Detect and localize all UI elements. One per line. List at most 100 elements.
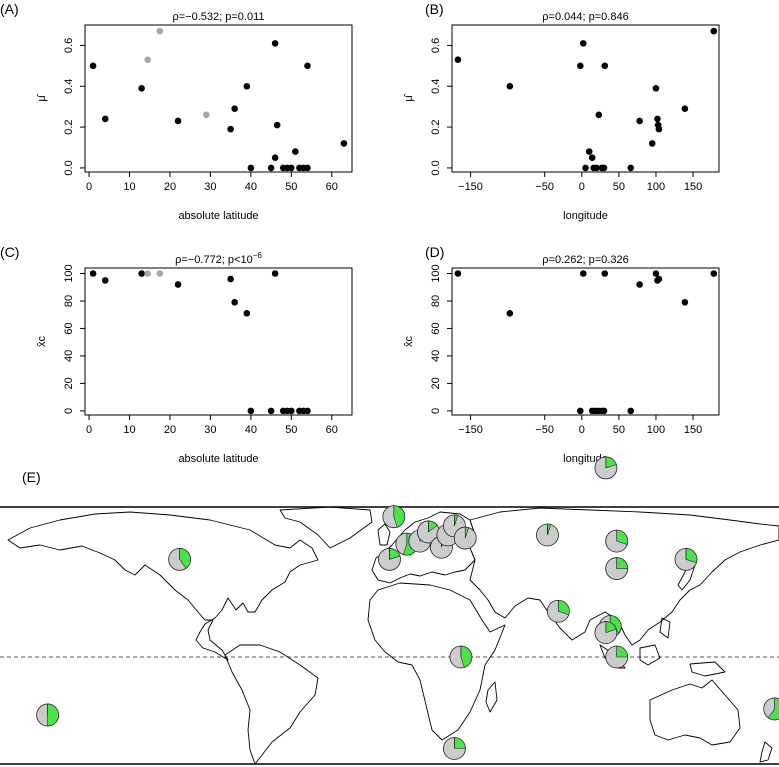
pie-chart <box>605 529 629 553</box>
data-point <box>600 164 608 172</box>
data-point <box>601 62 609 70</box>
data-point <box>636 117 643 125</box>
pie-slice-green <box>179 548 191 569</box>
data-point <box>710 27 718 35</box>
data-point <box>247 407 255 415</box>
data-point <box>288 164 295 172</box>
panel-c: (C) ρ=−0.772; p<10−6 0 10 20 30 40 50 60 0 20 40 60 8… <box>0 244 353 465</box>
x-tick-label: 0 <box>579 424 585 436</box>
data-point <box>101 277 109 284</box>
data-point <box>271 40 279 47</box>
pie-slice-green <box>460 645 473 668</box>
y-tick-label: 0.0 <box>63 160 75 175</box>
data-point <box>681 299 689 306</box>
data-point <box>271 154 279 162</box>
pie-chart <box>168 548 192 571</box>
y-tick-label: 40 <box>63 350 75 362</box>
x-tick-label: 60 <box>326 181 338 193</box>
data-point <box>655 275 663 283</box>
pie-slice-green <box>454 737 466 749</box>
madagascar-outline <box>485 681 498 713</box>
chart-title: ρ=−0.532; p=0.011 <box>173 11 265 23</box>
chart-title: ρ=−0.772; p<10−6 <box>175 251 262 266</box>
y-tick-label: 20 <box>430 377 442 389</box>
pie-chart <box>382 505 406 529</box>
panel-b: (B) ρ=0.044; p=0.846 −150 −50 0 50 100 150 0.0 0.… <box>403 1 720 222</box>
y-tick-label: 80 <box>63 295 75 307</box>
data-point <box>273 121 281 129</box>
pie-chart <box>605 557 629 580</box>
y-tick-label: 0.2 <box>430 119 442 134</box>
x-tick-label: 30 <box>204 424 216 436</box>
data-point <box>579 40 587 47</box>
pie-chart <box>443 737 466 760</box>
data-point <box>577 62 584 70</box>
y-tick-label: 60 <box>430 322 442 334</box>
data-point <box>652 270 660 277</box>
data-point <box>340 140 348 147</box>
y-tick-label: 0.4 <box>63 79 75 94</box>
data-point <box>138 84 145 92</box>
panel-c-label: (C) <box>0 244 19 260</box>
pie-charts <box>36 456 779 760</box>
panel-a-label: (A) <box>0 1 19 17</box>
x-tick-label: 20 <box>164 181 176 193</box>
y-tick-label: 0.4 <box>430 79 442 94</box>
y-tick-label: 0.6 <box>63 38 75 53</box>
y-tick-label: 0 <box>430 408 442 414</box>
pie-slice-green <box>47 703 59 727</box>
data-point <box>89 62 97 70</box>
x-tick-label: −50 <box>535 181 554 193</box>
pie-chart <box>536 523 559 547</box>
data-point <box>156 27 164 35</box>
x-tick-label: 0 <box>86 424 92 436</box>
chart-title: ρ=0.262; p=0.326 <box>542 254 628 266</box>
data-point <box>454 270 462 277</box>
data-point <box>288 407 295 415</box>
data-point <box>304 62 311 70</box>
data-point <box>174 117 182 125</box>
y-tick-label: 80 <box>430 295 442 307</box>
africa-outline <box>367 582 506 741</box>
x-tick-label: 50 <box>613 424 625 436</box>
pie-chart <box>674 548 698 571</box>
data-point <box>267 164 275 172</box>
x-tick-label: −150 <box>458 424 483 436</box>
data-point <box>600 407 608 415</box>
x-axis-label: absolute latitude <box>178 210 258 222</box>
x-tick-label: 40 <box>245 424 257 436</box>
data-point <box>144 270 152 277</box>
x-axis-label: longitude <box>563 210 608 222</box>
x-tick-label: 50 <box>613 181 625 193</box>
plot-frame <box>451 24 720 173</box>
data-point <box>292 148 299 155</box>
british-isles-outline <box>377 523 391 546</box>
data-point <box>652 84 660 92</box>
data-point <box>231 299 238 306</box>
data-point <box>101 115 109 123</box>
data-point <box>243 82 251 90</box>
data-point <box>174 281 182 288</box>
y-tick-label: 0 <box>63 408 75 414</box>
data-point <box>601 270 609 277</box>
x-tick-label: 150 <box>684 424 702 436</box>
data-point <box>138 270 145 277</box>
data-point <box>648 140 656 147</box>
x-tick-label: −150 <box>458 181 483 193</box>
plot-frame <box>84 24 353 173</box>
data-point <box>156 270 164 277</box>
data-point <box>144 56 152 64</box>
y-tick-label: 20 <box>63 377 75 389</box>
x-tick-label: 10 <box>123 181 135 193</box>
x-tick-label: 50 <box>285 181 297 193</box>
x-axis-label: absolute latitude <box>178 453 258 465</box>
pie-chart <box>763 697 779 721</box>
data-point <box>247 164 255 172</box>
x-tick-label: 0 <box>86 181 92 193</box>
x-tick-label: 100 <box>647 181 665 193</box>
data-point <box>593 164 600 172</box>
title-exponent: −6 <box>253 251 263 260</box>
data-point <box>203 111 210 119</box>
pie-chart <box>453 526 477 550</box>
